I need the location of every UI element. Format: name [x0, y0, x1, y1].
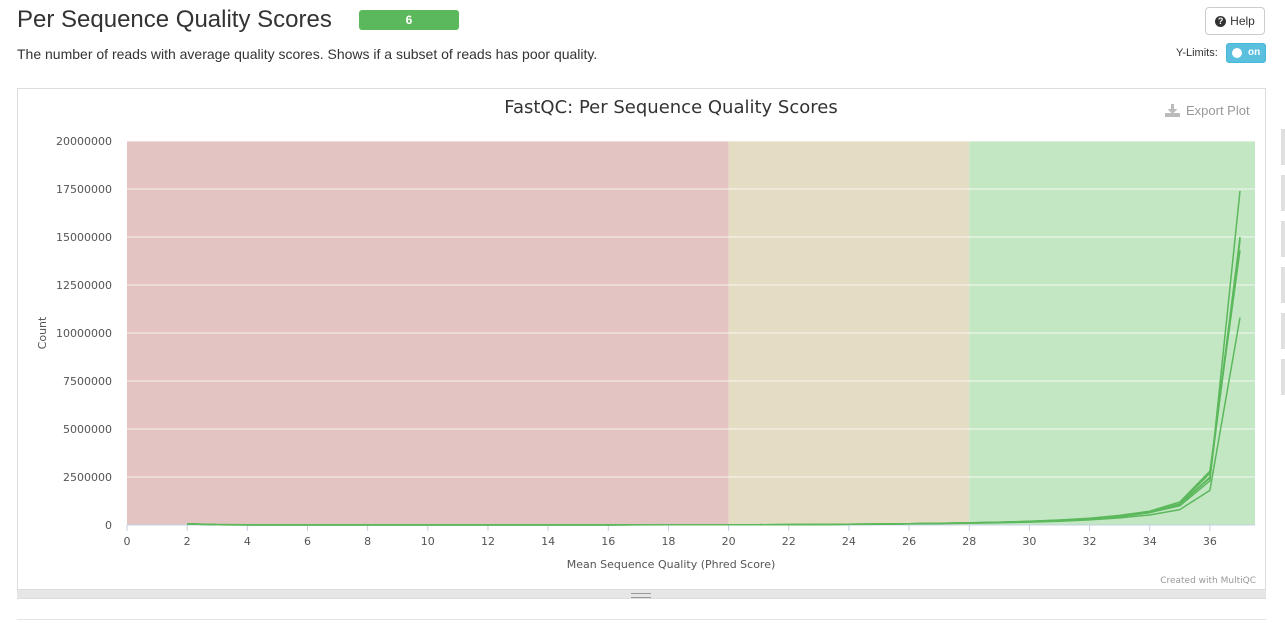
x-tick-label: 28 [962, 535, 976, 548]
y-tick-label: 0 [105, 519, 112, 532]
credit-text: Created with MultiQC [1160, 576, 1256, 586]
x-tick-label: 18 [661, 535, 675, 548]
x-tick-label: 26 [902, 535, 916, 548]
y-tick-label: 17500000 [56, 183, 112, 196]
y-tick-label: 7500000 [63, 375, 112, 388]
x-tick-label: 12 [481, 535, 495, 548]
download-icon [1165, 104, 1180, 117]
page-title: Per Sequence Quality Scores [17, 6, 332, 33]
x-tick-label: 32 [1083, 535, 1097, 548]
x-tick-label: 34 [1143, 535, 1157, 548]
side-scroll-marker [1281, 267, 1285, 303]
plot-resize-handle[interactable] [17, 590, 1266, 599]
side-scroll-marker [1281, 175, 1285, 211]
help-button-label: Help [1230, 14, 1255, 28]
side-scroll-marker [1281, 313, 1285, 349]
line-chart: 0 2500000 5000000 7500000 10000000 12500000 15… [36, 97, 1256, 586]
section-description: The number of reads with average quality… [17, 46, 598, 62]
question-circle-icon: ? [1215, 15, 1227, 27]
export-plot-label: Export Plot [1186, 103, 1250, 118]
x-tick-label: 22 [782, 535, 796, 548]
x-tick-label: 6 [304, 535, 311, 548]
x-tick-label: 2 [184, 535, 191, 548]
y-tick-label: 10000000 [56, 327, 112, 340]
help-button[interactable]: ? Help [1205, 7, 1265, 35]
toggle-knob [1232, 48, 1242, 58]
x-tick-label: 16 [601, 535, 615, 548]
y-tick-label: 12500000 [56, 279, 112, 292]
section-divider [17, 619, 1266, 620]
x-tick-label: 20 [722, 535, 736, 548]
x-axis-label: Mean Sequence Quality (Phred Score) [567, 558, 776, 571]
x-tick-label: 4 [244, 535, 251, 548]
y-axis-label: Count [36, 316, 49, 349]
toggle-state-label: on [1248, 47, 1261, 58]
x-tick-label: 0 [124, 535, 131, 548]
x-tick-label: 8 [364, 535, 371, 548]
export-plot-button[interactable]: Export Plot [1164, 103, 1250, 118]
x-tick-label: 36 [1203, 535, 1217, 548]
y-tick-label: 20000000 [56, 135, 112, 148]
x-tick-label: 14 [541, 535, 555, 548]
side-scroll-marker [1281, 129, 1285, 165]
y-tick-label: 15000000 [56, 231, 112, 244]
y-tick-label: 2500000 [63, 471, 112, 484]
x-tick-label: 30 [1022, 535, 1036, 548]
grip-icon [631, 593, 651, 598]
side-scroll-marker [1281, 221, 1285, 257]
chart-title: FastQC: Per Sequence Quality Scores [504, 97, 837, 118]
side-scroll-marker [1281, 359, 1285, 395]
ylimits-toggle[interactable]: on [1226, 43, 1266, 63]
x-tick-label: 24 [842, 535, 856, 548]
plot-container: 0 2500000 5000000 7500000 10000000 12500000 15… [17, 88, 1266, 590]
series-line-6 [187, 238, 1241, 526]
ylimits-label: Y-Limits: [1176, 47, 1218, 59]
x-tick-label: 10 [421, 535, 435, 548]
sample-count-badge[interactable]: 6 [359, 10, 459, 30]
y-tick-label: 5000000 [63, 423, 112, 436]
